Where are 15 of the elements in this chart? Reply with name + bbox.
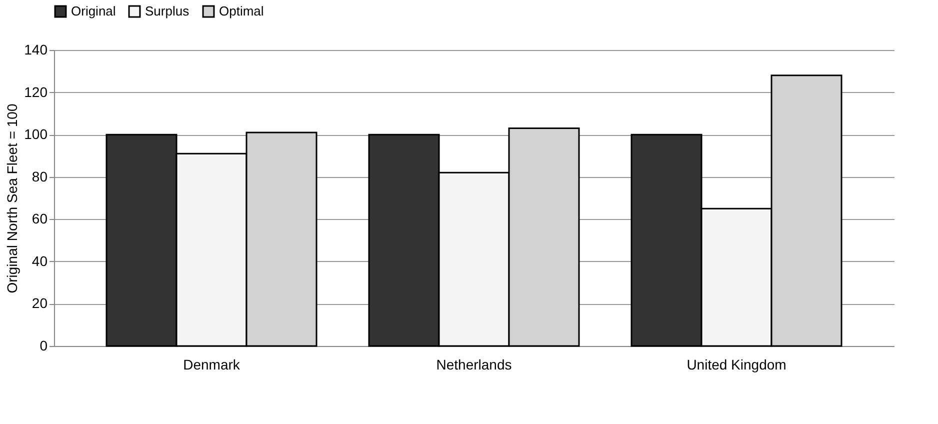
y-tick-label: 100 xyxy=(24,126,48,142)
legend-label: Optimal xyxy=(219,4,264,19)
y-tick-label: 20 xyxy=(32,295,48,312)
x-tick-label: Denmark xyxy=(183,356,241,372)
legend-label: Original xyxy=(71,4,116,19)
y-tick-label: 140 xyxy=(24,42,48,58)
y-tick-label: 120 xyxy=(24,84,48,100)
y-tick-label: 0 xyxy=(40,338,48,354)
x-tick-label: Netherlands xyxy=(436,356,512,372)
legend-label: Surplus xyxy=(145,4,190,19)
y-tick-label: 40 xyxy=(32,252,48,269)
x-tick-label: United Kingdom xyxy=(686,356,786,372)
y-tick-label: 80 xyxy=(32,168,48,184)
y-axis-title: Original North Sea Fleet = 100 xyxy=(4,104,20,294)
y-tick-label: 60 xyxy=(32,210,48,227)
